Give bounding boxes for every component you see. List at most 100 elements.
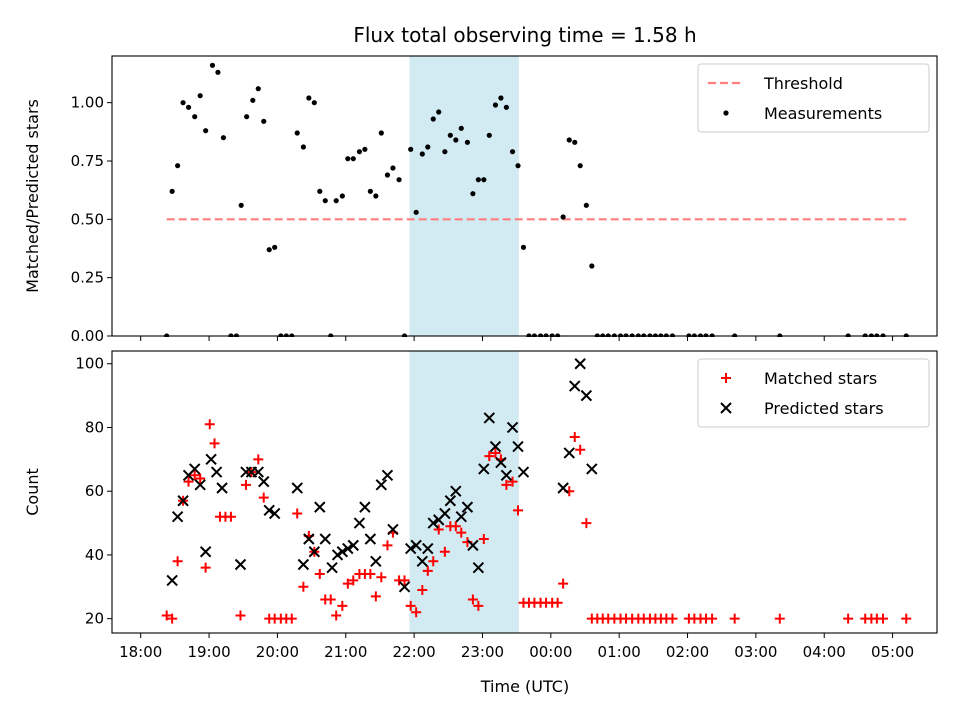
measurement-point xyxy=(322,198,328,204)
measurement-point xyxy=(356,149,363,155)
predicted-star-point xyxy=(410,539,422,552)
measurement-point xyxy=(192,114,198,120)
x-tick-label: 01:00 xyxy=(598,643,641,661)
measurement-point xyxy=(509,149,516,155)
predicted-star-point xyxy=(263,504,275,517)
x-tick-label: 02:00 xyxy=(666,643,709,661)
matched-star-point xyxy=(253,454,264,465)
predicted-star-point xyxy=(205,453,217,466)
matched-star-point xyxy=(490,447,501,458)
y-tick-label: 1.00 xyxy=(71,94,104,112)
y-tick-label: 0.50 xyxy=(71,210,104,228)
counts-y-axis-label: Count xyxy=(23,468,42,516)
series-predicted-stars xyxy=(166,358,598,593)
matched-star-point xyxy=(501,479,512,490)
measurement-point xyxy=(384,172,391,178)
predicted-star-point xyxy=(326,561,338,574)
matched-star-point xyxy=(200,562,211,573)
legend-box xyxy=(697,63,930,133)
matched-star-point xyxy=(467,594,478,605)
y-tick-label: 0.75 xyxy=(71,152,104,170)
predicted-star-point xyxy=(422,542,434,555)
predicted-star-point xyxy=(314,501,326,513)
matched-star-point xyxy=(417,584,428,595)
series-matched-stars xyxy=(161,419,912,624)
measurement-point xyxy=(378,130,384,136)
matched-star-point xyxy=(558,578,569,589)
y-tick-label: 80 xyxy=(85,418,104,436)
highlight-span xyxy=(409,351,519,633)
predicted-star-point xyxy=(517,466,530,478)
measurement-point xyxy=(442,149,448,155)
x-tick-label: 22:00 xyxy=(392,643,435,661)
matched-star-point xyxy=(240,479,251,490)
matched-star-point xyxy=(292,508,303,519)
predicted-star-point xyxy=(258,475,270,488)
measurement-point xyxy=(306,95,312,101)
predicted-star-point xyxy=(461,501,474,513)
matched-star-point xyxy=(298,581,309,592)
ratio-panel: Matched/Predicted stars 0.00 0.25 0.50 0.75… xyxy=(23,55,938,345)
measurement-point xyxy=(566,137,572,143)
measurement-point xyxy=(458,125,464,131)
highlight-span xyxy=(409,56,519,336)
matched-star-point xyxy=(478,534,489,544)
legend: Matched stars Predicted stars xyxy=(697,358,930,428)
matched-star-point xyxy=(569,432,580,443)
matched-star-point xyxy=(581,518,592,529)
measurement-point xyxy=(333,198,339,204)
measurement-point xyxy=(481,177,487,183)
matched-star-point xyxy=(473,600,484,611)
measurement-point xyxy=(180,100,186,106)
predicted-star-point xyxy=(353,517,366,529)
x-tick-label: 18:00 xyxy=(119,643,162,661)
predicted-star-point xyxy=(336,546,349,558)
y-tick-label: 0.25 xyxy=(71,269,104,287)
measurement-point xyxy=(209,62,216,68)
predicted-star-point xyxy=(359,501,371,513)
measurement-point xyxy=(215,69,221,75)
measurement-point xyxy=(390,165,396,171)
predicted-star-point xyxy=(500,469,513,481)
measurement-point xyxy=(220,135,227,141)
matched-star-point xyxy=(235,610,246,621)
matched-star-point xyxy=(337,600,348,611)
predicted-star-point xyxy=(495,456,507,469)
predicted-star-point xyxy=(342,542,354,555)
y-tick-label: 40 xyxy=(85,546,104,564)
matched-star-point xyxy=(552,597,563,608)
matched-star-point xyxy=(342,578,353,589)
legend-plus-swatch xyxy=(721,373,731,383)
x-tick-label: 20:00 xyxy=(256,643,299,661)
plot-frame xyxy=(111,55,938,337)
matched-star-point xyxy=(370,591,381,602)
matched-star-point xyxy=(204,419,215,430)
measurement-point xyxy=(345,156,351,162)
predicted-star-point xyxy=(569,380,581,392)
predicted-star-point xyxy=(398,581,411,593)
measurement-point xyxy=(486,132,492,138)
matched-star-point xyxy=(901,613,912,624)
measurement-point xyxy=(470,191,476,197)
measurement-point xyxy=(272,244,278,250)
predicted-star-point xyxy=(347,539,359,552)
y-tick-label: 100 xyxy=(75,355,104,373)
predicted-star-point xyxy=(483,412,496,424)
predicted-star-point xyxy=(171,510,184,523)
predicted-star-point xyxy=(308,546,321,558)
matched-star-point xyxy=(878,613,889,624)
x-axis-label: Time (UTC) xyxy=(480,677,569,696)
x-tick-label: 19:00 xyxy=(187,643,230,661)
plot-frame xyxy=(111,350,938,634)
measurement-point xyxy=(498,95,504,101)
matched-star-point xyxy=(729,613,740,624)
predicted-star-point xyxy=(319,533,331,545)
legend-box xyxy=(697,358,930,428)
measurement-point xyxy=(560,214,566,220)
matched-star-point xyxy=(450,521,461,532)
matched-star-point xyxy=(167,613,178,624)
matched-star-point xyxy=(843,613,854,624)
matched-star-point xyxy=(707,613,718,624)
predicted-star-point xyxy=(364,533,377,545)
predicted-star-point xyxy=(210,466,223,478)
